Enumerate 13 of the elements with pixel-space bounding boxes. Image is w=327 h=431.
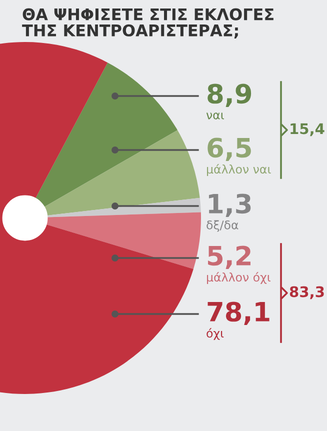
chart-title: ΘΑ ΨΗΦΙΣΕΤΕ ΣΤΙΣ ΕΚΛΟΓΕΣ ΤΗΣ ΚΕΝΤΡΟΑΡΙΣΤΕΡΑΣ; [22,8,274,38]
slice-label: μάλλον ναι [207,164,271,176]
slice-label: δξ/δα [206,220,238,232]
data-label: 1,3 [208,194,251,218]
data-label: 78,1 [208,302,270,326]
data-label: 5,2 [208,246,250,270]
data-label: 8,9 [208,84,252,108]
slice-label: ναι [206,112,224,120]
text: 83,3 [290,286,324,300]
slice-label: όχι [206,328,224,340]
text: 15,4 [290,123,324,136]
data-label: 6,5 [208,138,251,162]
slice-label: μάλλον όχι [207,272,270,284]
